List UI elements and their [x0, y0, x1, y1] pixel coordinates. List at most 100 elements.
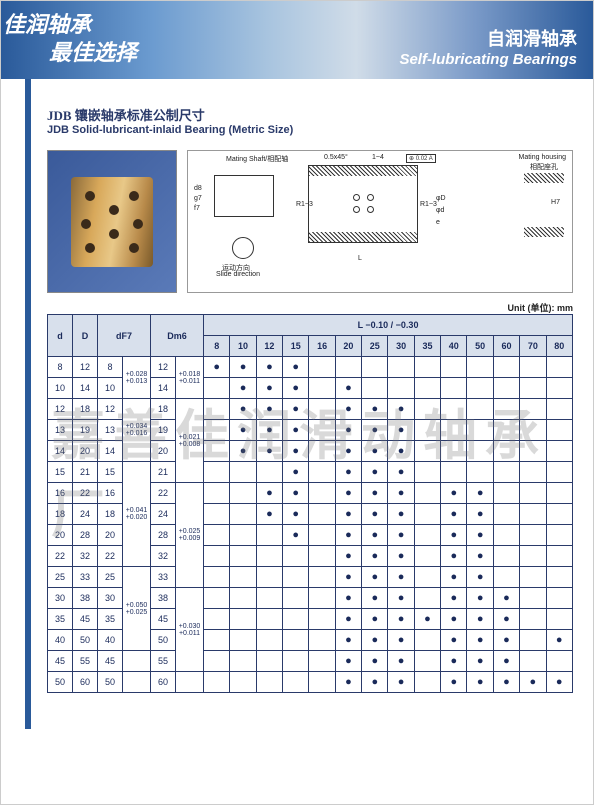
th-L-16: 16 [309, 336, 335, 357]
cell [441, 399, 467, 420]
bearing-icon [71, 177, 153, 267]
table-row: 50605060●●●●●●●● [48, 672, 573, 693]
cell: ● [467, 567, 493, 588]
cell [204, 651, 230, 672]
cell [256, 462, 282, 483]
cell [283, 630, 309, 651]
cell: +0.050+0.025 [123, 567, 151, 651]
cell: ● [362, 462, 388, 483]
cell: 45 [48, 651, 73, 672]
cell: ● [441, 525, 467, 546]
cell [256, 609, 282, 630]
cell [414, 462, 440, 483]
cell: 24 [151, 504, 176, 525]
cell: ● [362, 609, 388, 630]
th-dF7: dF7 [98, 315, 151, 357]
cell: ● [362, 672, 388, 693]
cell: ● [230, 378, 256, 399]
cell: ● [362, 567, 388, 588]
cell: 15 [98, 462, 123, 483]
cell: 38 [151, 588, 176, 609]
cell: 20 [151, 441, 176, 462]
cell: ● [283, 525, 309, 546]
cell [493, 504, 519, 525]
cell: 21 [151, 462, 176, 483]
cell [230, 672, 256, 693]
cell: ● [467, 546, 493, 567]
th-L-20: 20 [335, 336, 361, 357]
cell [388, 357, 414, 378]
cell [309, 567, 335, 588]
cell [520, 483, 546, 504]
cell: 35 [98, 609, 123, 630]
header-brand-line2: 最佳选择 [49, 35, 137, 67]
cell [283, 567, 309, 588]
cell: ● [335, 546, 361, 567]
cell: ● [441, 651, 467, 672]
label-D: φD [436, 195, 446, 202]
cell: ● [362, 525, 388, 546]
cell [283, 588, 309, 609]
cell [467, 462, 493, 483]
cell: 12 [151, 357, 176, 378]
cell: ● [256, 441, 282, 462]
cell [467, 357, 493, 378]
side-strip [25, 79, 31, 729]
cell [414, 420, 440, 441]
shaft-diagram [214, 175, 274, 217]
cell: 22 [151, 483, 176, 504]
cell [230, 504, 256, 525]
cell: ● [388, 588, 414, 609]
cell: ● [388, 546, 414, 567]
cell [520, 525, 546, 546]
cell [309, 504, 335, 525]
cell [493, 546, 519, 567]
cell: ● [335, 420, 361, 441]
cell: ● [441, 609, 467, 630]
cell: ● [362, 630, 388, 651]
cell: ● [388, 609, 414, 630]
cell [204, 420, 230, 441]
cell: 22 [48, 546, 73, 567]
cell: 22 [98, 546, 123, 567]
cell [256, 672, 282, 693]
cell [309, 462, 335, 483]
cell: ● [388, 420, 414, 441]
cell: 12 [98, 399, 123, 420]
cell: 21 [73, 462, 98, 483]
cell [204, 525, 230, 546]
cell [309, 441, 335, 462]
cell [256, 525, 282, 546]
cell: 50 [48, 672, 73, 693]
cell: ● [493, 588, 519, 609]
cell [309, 483, 335, 504]
cell [520, 462, 546, 483]
cell: ● [388, 630, 414, 651]
header-category-en: Self-lubricating Bearings [399, 51, 577, 68]
cell: 33 [73, 567, 98, 588]
content-area: JDB 镶嵌轴承标准公制尺寸 JDB Solid-lubricant-inlai… [1, 79, 593, 703]
table-row: 253325+0.050+0.02533●●●●● [48, 567, 573, 588]
header-category: 自润滑轴承 Self-lubricating Bearings [399, 25, 577, 68]
spec-table: d D dF7 Dm6 L −0.10 / −0.30 810121516202… [47, 314, 573, 693]
cell: ● [362, 651, 388, 672]
cell [309, 525, 335, 546]
cell: ● [388, 567, 414, 588]
cell [546, 525, 573, 546]
cell: 40 [48, 630, 73, 651]
table-row: 152115+0.041+0.02021●●●● [48, 462, 573, 483]
cell [493, 525, 519, 546]
cell [414, 399, 440, 420]
cell [256, 567, 282, 588]
cell [204, 588, 230, 609]
cell: ● [546, 672, 573, 693]
cell [546, 609, 573, 630]
cell: ● [493, 630, 519, 651]
cell [520, 420, 546, 441]
cell: ● [230, 399, 256, 420]
cell [309, 651, 335, 672]
cell: ● [335, 441, 361, 462]
cell: ● [335, 630, 361, 651]
cell [283, 546, 309, 567]
cell: 28 [151, 525, 176, 546]
